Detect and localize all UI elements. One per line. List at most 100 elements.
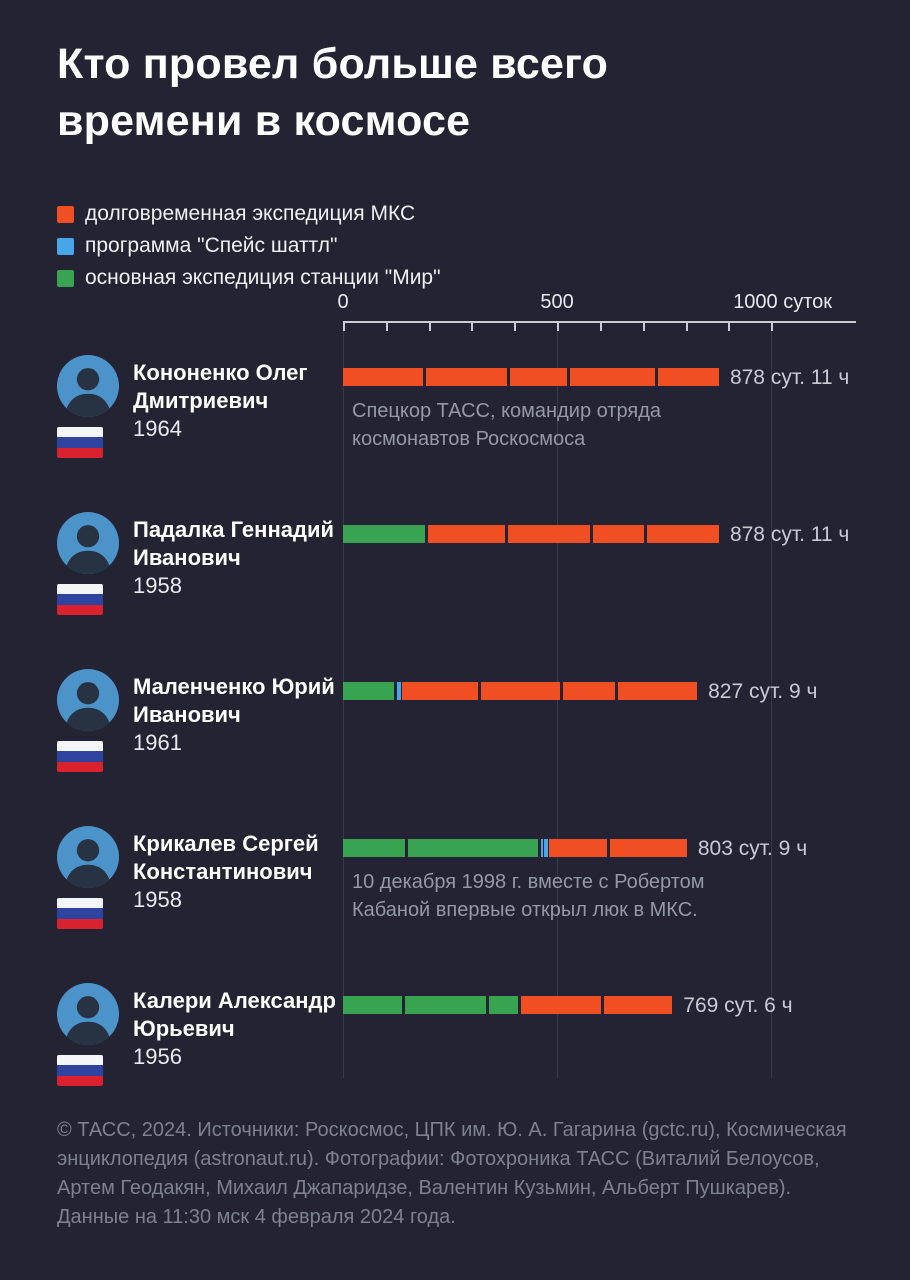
axis-tick	[728, 321, 731, 331]
cosmonaut-row: Крикалев Сергей Константинович 1958 803 …	[0, 826, 910, 983]
footer-credits: © ТАСС, 2024. Источники: Роскосмос, ЦПК …	[57, 1119, 847, 1228]
gridline	[343, 322, 344, 1078]
axis-tick	[642, 321, 645, 331]
legend-swatch-icon	[57, 237, 74, 255]
time-in-space-bar	[343, 525, 719, 543]
bar-segment-iss	[658, 368, 719, 386]
cosmonaut-name: Кононенко Олег Дмитриевич	[133, 360, 308, 413]
annotation: Спецкор ТАСС, командир отряда космонавто…	[352, 400, 661, 450]
bar-segment-iss	[402, 682, 482, 700]
cosmonaut-photo	[57, 355, 119, 417]
person-icon	[64, 996, 112, 1045]
legend-swatch-icon	[57, 205, 74, 223]
axis-tick-label: 500	[540, 291, 574, 313]
legend-item: основная экспедиция станции "Мир"	[57, 262, 441, 294]
bar-segment-mir	[343, 839, 408, 857]
total-duration-label: 878 сут. 11 ч	[729, 523, 850, 546]
axis-tick	[343, 321, 345, 331]
total-duration-label: 769 сут. 6 ч	[683, 994, 793, 1017]
cosmonaut-name: Маленченко Юрий Иванович	[133, 674, 335, 727]
axis-tick-label: 0	[337, 291, 349, 313]
russia-flag-icon	[57, 427, 103, 458]
axis-tick	[557, 321, 560, 331]
bar-segment-iss	[609, 839, 687, 857]
bar-segment-iss	[509, 368, 570, 386]
bar-segment-iss	[646, 525, 719, 543]
bar-segment-iss	[593, 525, 647, 543]
gridline	[557, 322, 559, 1078]
bar-segment-shuttle	[540, 839, 545, 857]
axis-tick	[599, 321, 602, 331]
cosmonaut-photo	[57, 983, 119, 1045]
bar-segment-shuttle	[396, 682, 403, 700]
axis-tick	[514, 321, 517, 331]
time-in-space-bar	[343, 839, 687, 857]
total-duration-label: 803 сут. 9 ч	[697, 837, 808, 860]
bar-segment-iss	[569, 368, 659, 386]
legend: долговременная экспедиция МКС программа …	[57, 198, 441, 294]
person-icon	[64, 368, 112, 417]
bar-segment-iss	[604, 996, 673, 1014]
axis-tick	[385, 321, 388, 331]
legend-label: основная экспедиция станции "Мир"	[85, 266, 441, 289]
cosmonaut-photo	[57, 669, 119, 731]
axis-tick-label: 1000 суток	[733, 291, 833, 313]
birth-year: 1958	[133, 573, 182, 598]
cosmonaut-name: Крикалев Сергей Константинович	[133, 831, 319, 884]
russia-flag-icon	[57, 741, 103, 772]
bar-segment-iss	[343, 368, 427, 386]
cosmonaut-name: Падалка Геннадий Иванович	[133, 517, 334, 570]
bar-segment-iss	[427, 525, 508, 543]
legend-item: долговременная экспедиция МКС	[57, 198, 441, 230]
time-in-space-bar	[343, 996, 673, 1014]
russia-flag-icon	[57, 898, 103, 929]
gridline	[771, 322, 773, 1078]
bar-segment-iss	[507, 525, 594, 543]
legend-item: программа "Спейс шаттл"	[57, 230, 441, 262]
bar-segment-mir	[343, 996, 406, 1014]
axis-tick	[685, 321, 688, 331]
total-duration-label: 878 сут. 11 ч	[729, 366, 850, 389]
birth-year: 1961	[133, 730, 182, 755]
cosmonaut-row: Маленченко Юрий Иванович 1961 827 сут. 9…	[0, 669, 910, 826]
time-in-space-bar	[343, 368, 719, 386]
bar-segment-iss	[617, 682, 698, 700]
bar-segment-iss	[426, 368, 510, 386]
axis-tick	[471, 321, 474, 331]
annotation: 10 декабря 1998 г. вместе с Робертом Каб…	[352, 871, 705, 921]
bar-segment-mir	[489, 996, 521, 1014]
bar-segment-shuttle	[544, 839, 550, 857]
person-icon	[64, 839, 112, 888]
cosmonaut-row: Калери Александр Юрьевич 1956 769 сут. 6…	[0, 983, 910, 1140]
page-title: Кто провел больше всего времени в космос…	[57, 40, 609, 145]
bar-segment-mir	[407, 839, 541, 857]
cosmonaut-photo	[57, 826, 119, 888]
bar-segment-mir	[343, 525, 428, 543]
cosmonaut-row: Падалка Геннадий Иванович 1958 878 сут. …	[0, 512, 910, 669]
birth-year: 1956	[133, 1044, 182, 1069]
cosmonaut-name: Калери Александр Юрьевич	[133, 988, 336, 1041]
legend-label: долговременная экспедиция МКС	[85, 202, 416, 225]
bar-segment-iss	[563, 682, 618, 700]
person-icon	[64, 682, 112, 731]
cosmonaut-photo	[57, 512, 119, 574]
legend-swatch-icon	[57, 269, 74, 287]
axis-tick	[428, 321, 431, 331]
bar-segment-iss	[549, 839, 610, 857]
axis-line	[343, 321, 856, 323]
axis-tick	[771, 321, 774, 331]
legend-label: программа "Спейс шаттл"	[85, 234, 338, 257]
birth-year: 1964	[133, 416, 182, 441]
bar-segment-iss	[520, 996, 605, 1014]
russia-flag-icon	[57, 1055, 103, 1086]
time-in-space-bar	[343, 682, 698, 700]
total-duration-label: 827 сут. 9 ч	[708, 680, 818, 703]
bar-segment-mir	[343, 682, 397, 700]
birth-year: 1958	[133, 887, 182, 912]
bar-segment-mir	[405, 996, 490, 1014]
bar-segment-iss	[481, 682, 564, 700]
person-icon	[64, 525, 112, 574]
cosmonaut-row: Кононенко Олег Дмитриевич 1964 878 сут. …	[0, 355, 910, 512]
russia-flag-icon	[57, 584, 103, 615]
